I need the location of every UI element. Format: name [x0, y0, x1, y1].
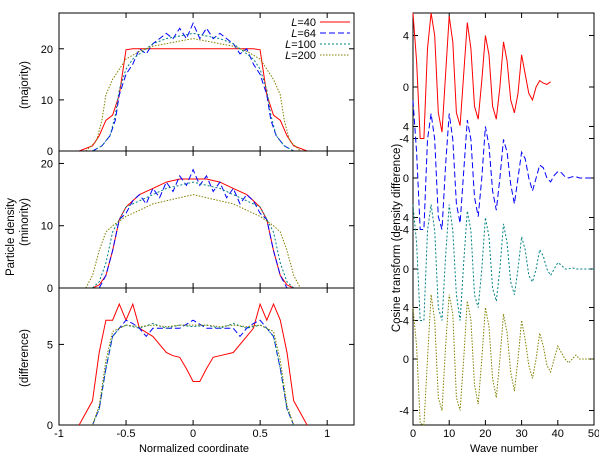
- difference-series-l200: [92, 324, 295, 426]
- cosine-y-tick-label: 4: [403, 121, 409, 133]
- minority-series-l100: [92, 181, 295, 289]
- cosine-x-tick-label: 0: [410, 428, 416, 440]
- minority-series-l200: [85, 194, 301, 289]
- majority-series-l64: [92, 21, 294, 152]
- difference-x-tick-label: 1: [324, 428, 330, 440]
- majority-y-tick-label: 10: [41, 95, 53, 107]
- cosine-series-l64: [412, 100, 594, 230]
- majority-y-axis-label: (majority): [19, 61, 31, 109]
- difference-x-tick-label: -1: [54, 428, 64, 440]
- difference-frame: [58, 287, 355, 426]
- cosine-series-l200: [412, 294, 594, 426]
- legend-label: L=64: [291, 28, 316, 40]
- difference-x-tick-label: -0.5: [117, 428, 136, 440]
- legend-label: L=100: [285, 39, 316, 51]
- majority-y-tick-label: 20: [41, 44, 53, 56]
- cosine-y-tick-label: 4: [403, 30, 409, 42]
- difference-x-tick-label: 0.5: [252, 428, 267, 440]
- cosine-y-tick-label: -4: [399, 134, 409, 146]
- difference-x-axis-label: Normalized coordinate: [139, 443, 249, 455]
- cosine-y-tick-label: 0: [403, 354, 409, 366]
- cosine-x-tick-label: 20: [479, 428, 491, 440]
- shared-y-axis-label: Particle density: [5, 198, 17, 276]
- majority-series-l40: [78, 48, 308, 152]
- difference-series-l40: [78, 302, 308, 426]
- majority-series-l100: [92, 32, 294, 152]
- cosine-y-tick-label: 4: [403, 302, 409, 314]
- difference-y-tick-label: 0: [47, 420, 53, 432]
- majority-y-tick-label: 0: [47, 146, 53, 158]
- cosine-y-axis-label: Cosine transform (density difference): [391, 144, 403, 333]
- cosine-series-l100: [412, 204, 594, 321]
- cosine-series-l40: [412, 12, 551, 139]
- cosine-y-tick-label: 0: [403, 173, 409, 185]
- minority-y-tick-label: 10: [41, 221, 53, 233]
- cosine-x-tick-label: 10: [443, 428, 455, 440]
- cosine-x-tick-label: 50: [588, 428, 599, 440]
- legend-label: L=40: [291, 17, 316, 29]
- cosine-frame: [412, 12, 595, 426]
- minority-y-tick-label: 0: [47, 283, 53, 295]
- majority-series-l200: [85, 38, 301, 152]
- cosine-x-tick-label: 30: [515, 428, 527, 440]
- cosine-x-axis-label: Wave number: [470, 443, 538, 455]
- cosine-y-tick-label: 0: [403, 82, 409, 94]
- legend-label: L=200: [285, 50, 316, 62]
- minority-y-axis-label: (minority): [19, 198, 31, 246]
- cosine-y-tick-label: 0: [403, 264, 409, 276]
- cosine-x-tick-label: 40: [552, 428, 564, 440]
- cosine-y-tick-label: -4: [399, 316, 409, 328]
- cosine-y-tick-label: -4: [399, 406, 409, 418]
- cosine-y-tick-label: -4: [399, 225, 409, 237]
- difference-y-axis-label: (difference): [19, 329, 31, 387]
- difference-panel: 0 5 -1 -0.5 0 0.5 1: [47, 287, 355, 440]
- minority-y-tick-label: 20: [41, 158, 53, 170]
- difference-y-tick-label: 5: [47, 339, 53, 351]
- difference-x-tick-label: 0: [190, 428, 196, 440]
- cosine-y-tick-label: 4: [403, 212, 409, 224]
